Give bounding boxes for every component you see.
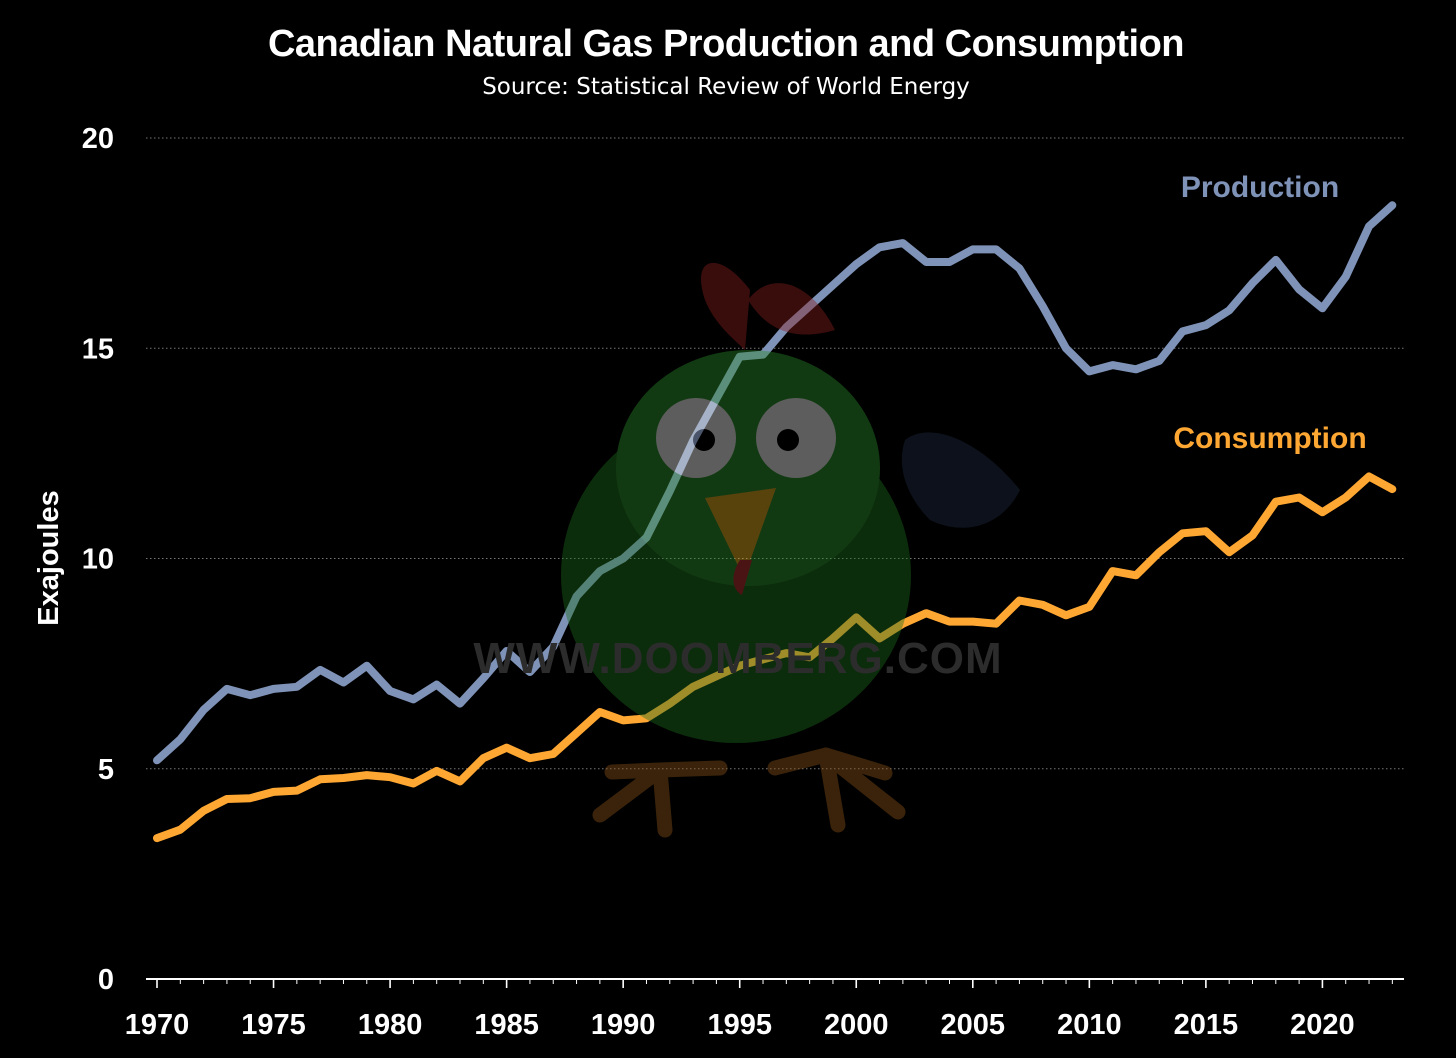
x-tick-label: 2005 (941, 1009, 1006, 1041)
series-line-consumption (153, 472, 1397, 843)
x-tick-label: 1970 (125, 1009, 190, 1041)
series-label-consumption: Consumption (1173, 422, 1366, 455)
series-label-production: Production (1181, 171, 1339, 204)
watermark-text: WWW.DOOMBERG.COM (473, 634, 1002, 683)
x-tick-label: 2015 (1174, 1009, 1239, 1041)
y-axis-label: Exajoules (33, 490, 65, 625)
x-tick-label: 1990 (591, 1009, 656, 1041)
x-tick-label: 1985 (474, 1009, 539, 1041)
series-lines (153, 201, 1397, 843)
x-tick-label: 2010 (1057, 1009, 1122, 1041)
y-tick-label: 0 (98, 964, 114, 996)
y-tick-label: 15 (82, 333, 114, 365)
chart-subtitle: Source: Statistical Review of World Ener… (482, 74, 970, 100)
y-tick-label: 10 (82, 544, 114, 576)
y-axis-ticks: 0 5 10 15 20 (82, 123, 114, 996)
x-tick-label: 1980 (358, 1009, 423, 1041)
x-tick-label: 2000 (824, 1009, 889, 1041)
x-axis: 1970 1975 1980 1985 1990 1995 2000 2005 2010 2015… (125, 978, 1404, 1041)
chicken-mascot-icon (561, 262, 1020, 838)
x-tick-label: 2020 (1290, 1009, 1355, 1041)
chart-title: Canadian Natural Gas Production and Cons… (268, 23, 1184, 65)
y-tick-label: 20 (82, 123, 114, 155)
x-tick-label: 1995 (707, 1009, 772, 1041)
x-tick-label: 1975 (241, 1009, 306, 1041)
series-line-production (153, 201, 1397, 765)
gridlines (146, 137, 1404, 770)
y-tick-label: 5 (98, 754, 114, 786)
